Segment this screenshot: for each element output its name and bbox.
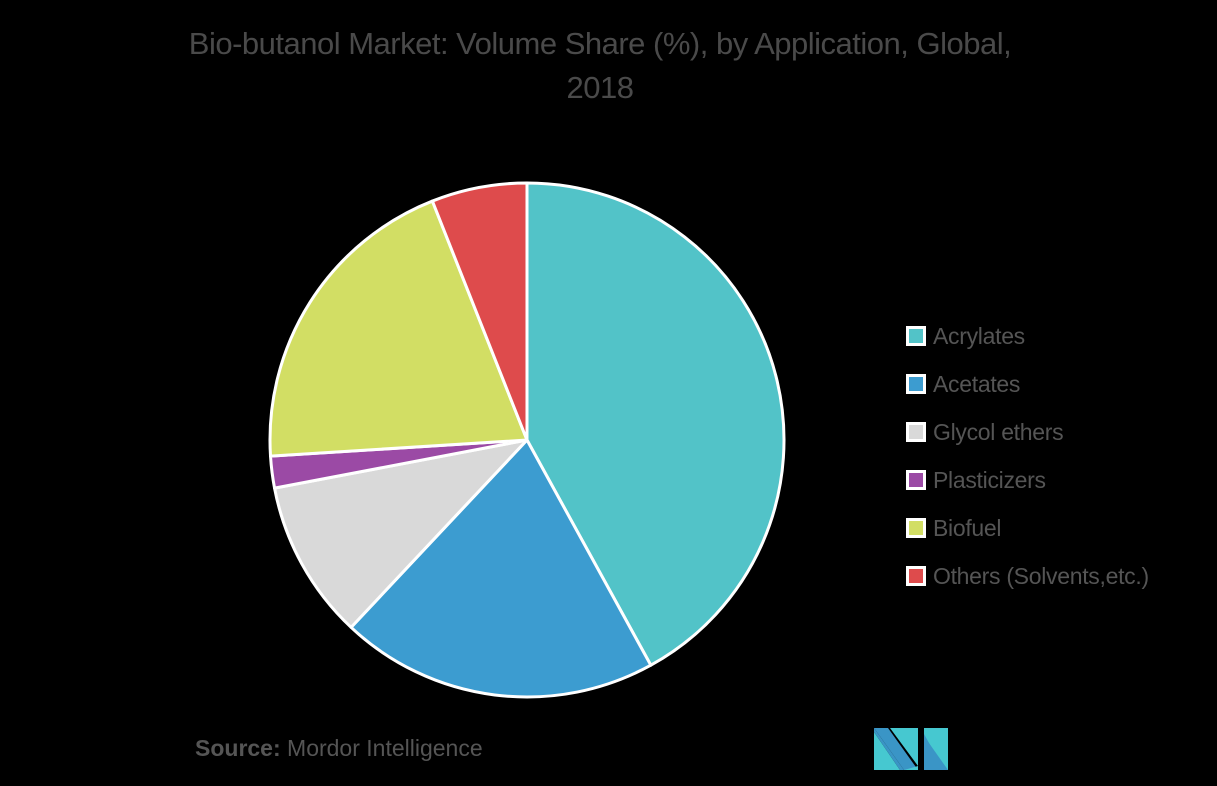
legend-item-acrylates: Acrylates: [906, 312, 1149, 360]
legend-swatch-icon: [906, 374, 926, 394]
pie-slice-acetates: [349, 438, 653, 699]
legend: Acrylates Acetates Glycol ethers Plastic…: [906, 312, 1149, 600]
pie-slice-glycol-ethers: [273, 438, 529, 629]
legend-item-plasticizers: Plasticizers: [906, 456, 1149, 504]
legend-label: Biofuel: [933, 514, 1002, 541]
mordor-intelligence-logo-icon: [874, 728, 948, 770]
pie-slice-biofuel: [268, 199, 529, 458]
legend-label: Plasticizers: [933, 466, 1046, 493]
chart-title-line2: 2018: [566, 70, 634, 105]
source-value: Mordor Intelligence: [280, 735, 483, 761]
source-label: Source:: [195, 735, 281, 761]
legend-swatch-icon: [906, 326, 926, 346]
legend-item-glycol-ethers: Glycol ethers: [906, 408, 1149, 456]
source-note: Source: Mordor Intelligence: [195, 735, 483, 762]
legend-swatch-icon: [906, 422, 926, 442]
legend-item-acetates: Acetates: [906, 360, 1149, 408]
legend-label: Acetates: [933, 370, 1021, 397]
pie-slice-others-solvents-etc: [430, 181, 529, 442]
pie-slice-acrylates: [525, 181, 786, 667]
legend-swatch-icon: [906, 566, 926, 586]
legend-swatch-icon: [906, 470, 926, 490]
chart-title-line1: Bio-butanol Market: Volume Share (%), by…: [188, 26, 1012, 61]
legend-swatch-icon: [906, 518, 926, 538]
legend-label: Acrylates: [933, 322, 1025, 349]
legend-item-biofuel: Biofuel: [906, 504, 1149, 552]
legend-label: Others (Solvents,etc.): [933, 562, 1149, 589]
legend-label: Glycol ethers: [933, 418, 1064, 445]
legend-item-others: Others (Solvents,etc.): [906, 552, 1149, 600]
chart-title: Bio-butanol Market: Volume Share (%), by…: [100, 22, 1100, 110]
